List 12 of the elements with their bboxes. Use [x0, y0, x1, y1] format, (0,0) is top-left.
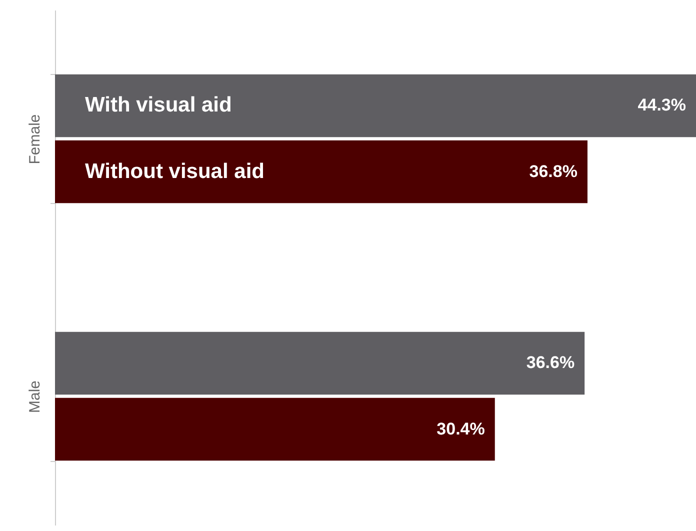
y-tick-label: Male: [26, 380, 44, 414]
series-label: With visual aid: [85, 94, 232, 117]
data-label: 30.4%: [436, 419, 485, 438]
bar: [55, 398, 495, 461]
data-label: 36.8%: [529, 162, 578, 181]
bar: [55, 74, 696, 138]
data-label: 44.3%: [638, 96, 686, 115]
y-tick-label: Female: [26, 114, 44, 164]
bar: [55, 140, 588, 204]
data-label: 36.6%: [526, 353, 575, 372]
series-label: Without visual aid: [85, 160, 264, 183]
bar: [55, 332, 585, 395]
